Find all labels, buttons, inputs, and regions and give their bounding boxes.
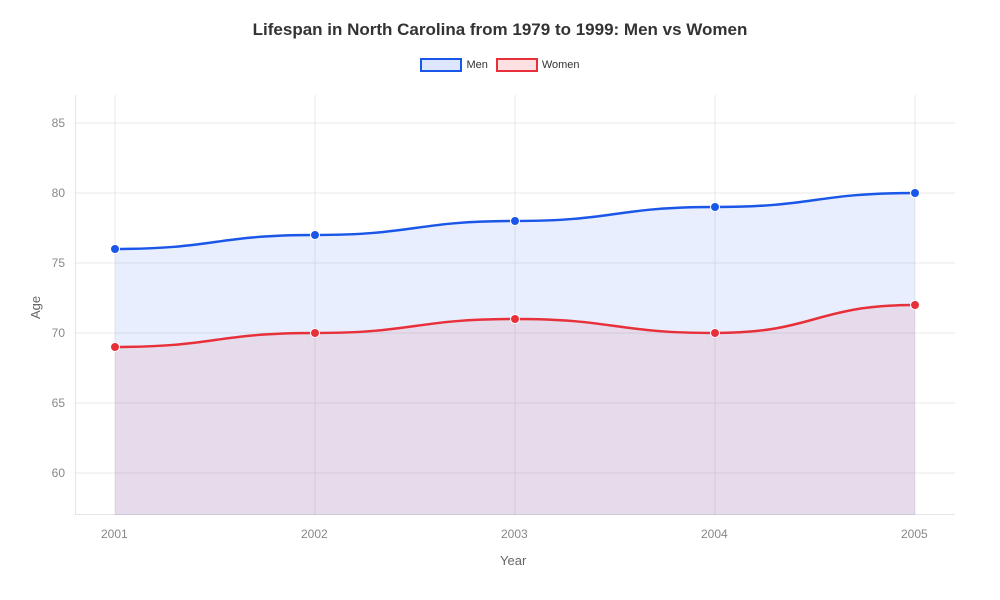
y-tick-label: 70 [52,326,65,340]
x-tick-label: 2005 [901,527,928,541]
x-tick-label: 2003 [501,527,528,541]
x-tick-label: 2004 [701,527,728,541]
x-axis-label: Year [500,553,526,568]
chart-container: Lifespan in North Carolina from 1979 to … [0,0,1000,600]
legend-swatch-men [420,58,462,72]
plot-area [75,95,955,515]
y-tick-label: 60 [52,466,65,480]
legend-swatch-women [496,58,538,72]
y-tick-label: 80 [52,186,65,200]
y-tick-label: 85 [52,116,65,130]
y-tick-label: 65 [52,396,65,410]
legend-label-men: Men [466,59,487,71]
legend-label-women: Women [542,59,580,71]
y-tick-label: 75 [52,256,65,270]
chart-svg [75,95,955,515]
chart-title: Lifespan in North Carolina from 1979 to … [0,0,1000,40]
x-tick-label: 2001 [101,527,128,541]
legend-item-women: Women [496,58,580,72]
y-axis-label: Age [28,296,43,319]
legend-item-men: Men [420,58,487,72]
legend: Men Women [0,58,1000,72]
x-tick-label: 2002 [301,527,328,541]
